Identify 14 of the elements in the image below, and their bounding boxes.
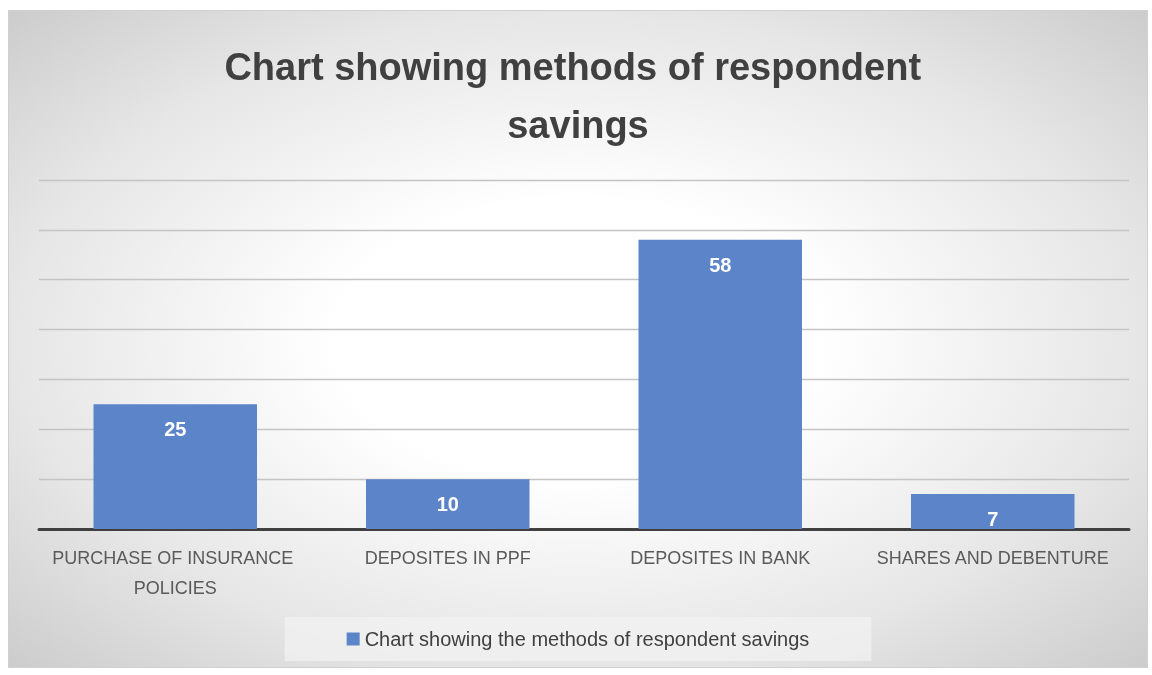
x-tick-label: DEPOSITES IN BANK — [630, 548, 811, 568]
data-label: 7 — [987, 508, 999, 531]
bar — [93, 404, 257, 529]
data-label: 25 — [164, 418, 187, 441]
x-tick-label: SHARES AND DEBENTURE — [876, 548, 1109, 568]
data-label: 10 — [436, 493, 459, 516]
x-tick-label: PURCHASE OF INSURANCE POLICIES — [52, 548, 299, 598]
bar — [366, 479, 530, 529]
bar — [638, 239, 802, 529]
x-tick-label: DEPOSITES IN PPF — [364, 548, 531, 568]
legend-label: Chart showing the methods of respondent savings — [364, 628, 810, 650]
chart-title: Chart showing methods of respondent savings — [224, 46, 932, 146]
data-label: 58 — [709, 253, 732, 276]
bar — [911, 494, 1075, 529]
